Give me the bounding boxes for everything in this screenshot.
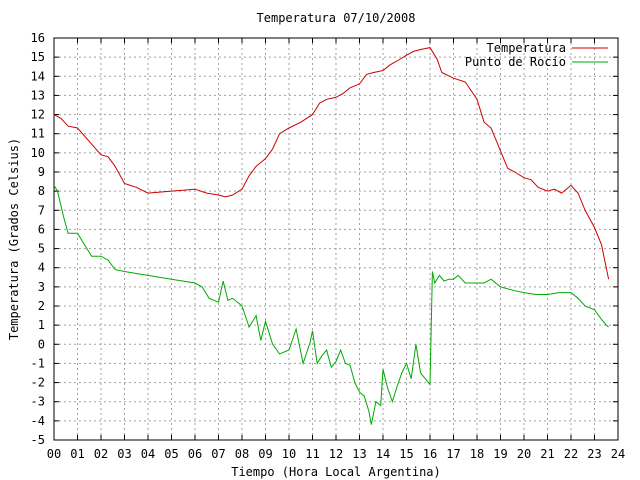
y-tick-label: 1 (38, 318, 45, 332)
x-tick-label: 03 (117, 447, 131, 461)
y-tick-label: -1 (31, 356, 45, 370)
x-tick-label: 06 (188, 447, 202, 461)
series-line-1 (53, 185, 609, 425)
y-tick-label: 7 (38, 203, 45, 217)
y-tick-label: 6 (38, 222, 45, 236)
y-tick-label: -4 (31, 414, 45, 428)
x-tick-label: 01 (70, 447, 84, 461)
x-tick-label: 21 (540, 447, 554, 461)
y-tick-label: 11 (31, 127, 45, 141)
y-tick-label: 12 (31, 108, 45, 122)
y-tick-label: 9 (38, 165, 45, 179)
chart-title: Temperatura 07/10/2008 (257, 11, 416, 25)
x-tick-label: 10 (282, 447, 296, 461)
x-tick-label: 15 (399, 447, 413, 461)
y-tick-label: 2 (38, 299, 45, 313)
y-tick-label: 13 (31, 88, 45, 102)
x-tick-label: 18 (470, 447, 484, 461)
x-tick-label: 13 (352, 447, 366, 461)
x-tick-label: 14 (376, 447, 390, 461)
y-tick-label: 3 (38, 280, 45, 294)
y-tick-label: 4 (38, 261, 45, 275)
x-tick-label: 17 (446, 447, 460, 461)
y-tick-label: 14 (31, 69, 45, 83)
x-tick-label: 19 (493, 447, 507, 461)
x-tick-label: 05 (164, 447, 178, 461)
y-tick-label: -3 (31, 395, 45, 409)
y-tick-label: 5 (38, 242, 45, 256)
x-tick-label: 12 (329, 447, 343, 461)
axis-ticks: 00 01 02 03 04 05 06 07 08 09 10 11 12 13 14 15 16 17 18 19… (31, 31, 626, 461)
x-tick-label: 00 (47, 447, 61, 461)
x-tick-label: 11 (305, 447, 319, 461)
x-axis-label: Tiempo (Hora Local Argentina) (231, 465, 441, 479)
x-tick-label: 16 (423, 447, 437, 461)
legend: Temperatura Punto de Rocío (465, 41, 608, 69)
y-tick-label: 0 (38, 337, 45, 351)
x-tick-label: 04 (141, 447, 155, 461)
x-tick-label: 24 (611, 447, 625, 461)
series-lines (53, 47, 610, 425)
y-tick-label: -2 (31, 376, 45, 390)
series-line-0 (53, 47, 610, 280)
grid (54, 38, 618, 440)
y-tick-label: 15 (31, 50, 45, 64)
x-tick-label: 23 (587, 447, 601, 461)
legend-label-temperatura: Temperatura (487, 41, 566, 55)
y-tick-label: 10 (31, 146, 45, 160)
x-tick-label: 22 (564, 447, 578, 461)
y-tick-label: 16 (31, 31, 45, 45)
x-tick-label: 08 (235, 447, 249, 461)
y-tick-label: 8 (38, 184, 45, 198)
x-tick-label: 20 (517, 447, 531, 461)
y-axis-label: Temperatura (Grados Celsius) (7, 138, 21, 340)
legend-label-punto-de-rocio: Punto de Rocío (465, 55, 566, 69)
x-tick-label: 07 (211, 447, 225, 461)
y-tick-label: -5 (31, 433, 45, 447)
x-tick-label: 09 (258, 447, 272, 461)
x-tick-label: 02 (94, 447, 108, 461)
